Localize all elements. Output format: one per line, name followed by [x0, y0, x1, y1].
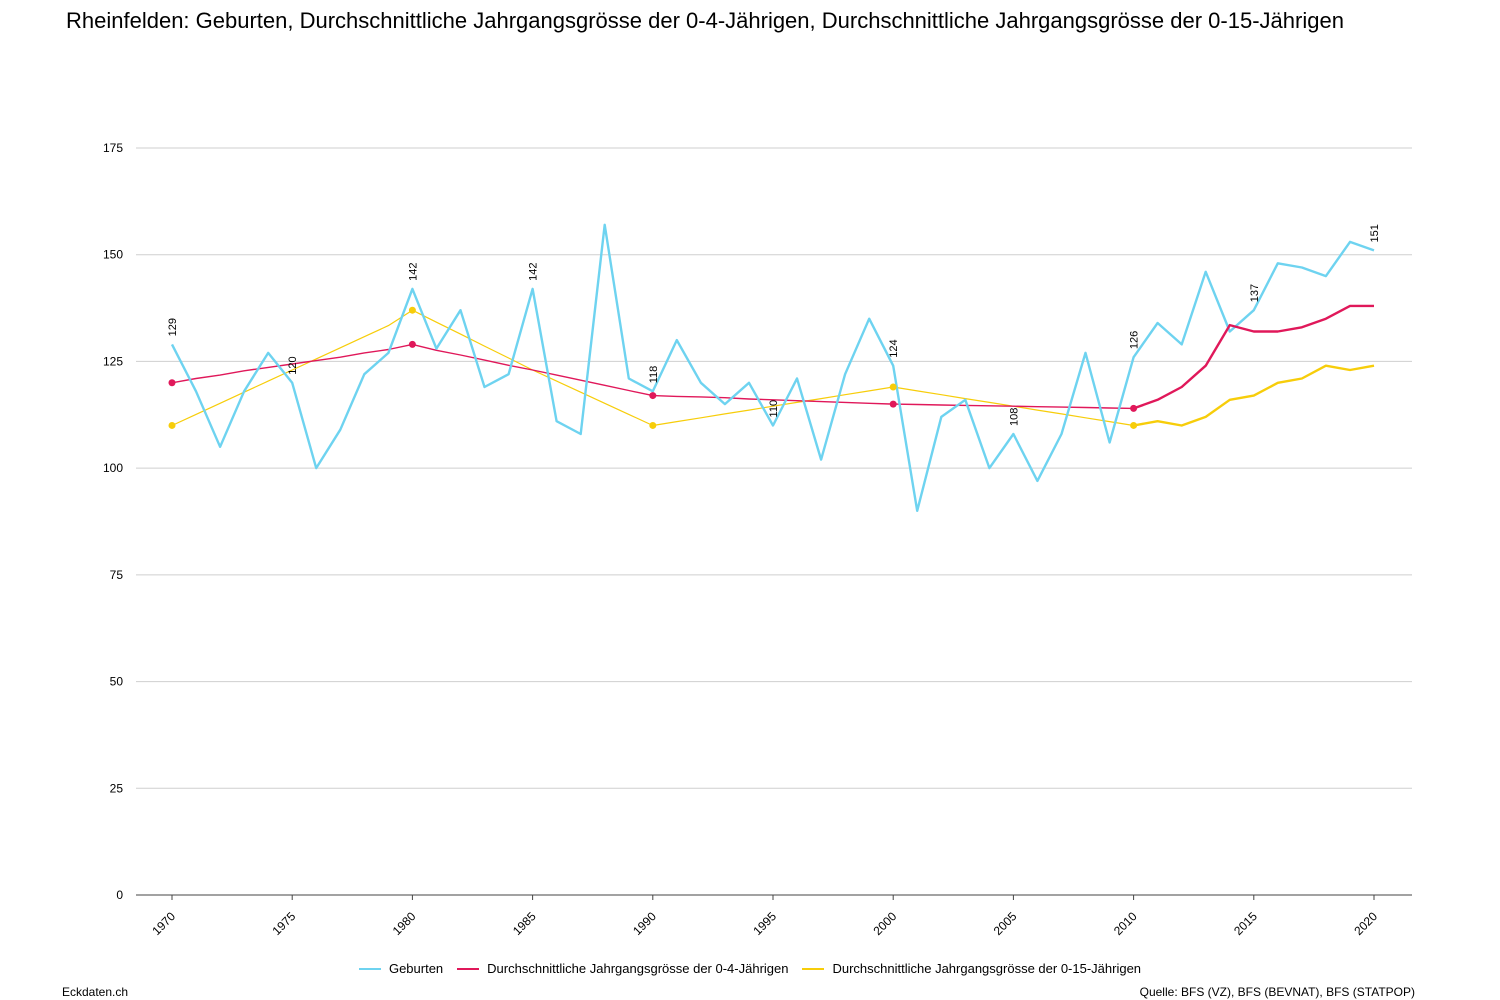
series-2-marker-1970 — [168, 421, 176, 429]
series-1-marker-2000 — [889, 400, 897, 408]
data-label-2015: 137 — [1249, 284, 1261, 302]
x-tick-label-1970: 1970 — [149, 909, 178, 938]
x-tick-label-1990: 1990 — [630, 909, 659, 938]
series-2-marker-2000 — [889, 383, 897, 391]
y-tick-label-25: 25 — [110, 781, 124, 795]
legend-label-avg-0-15: Durchschnittliche Jahrgangsgrösse der 0-… — [832, 961, 1142, 976]
legend-swatch-births — [358, 967, 381, 970]
series-line-0 — [170, 223, 1375, 512]
legend-item-births[interactable]: Geburten — [358, 961, 444, 976]
series-2-marker-2010 — [1130, 421, 1138, 429]
data-label-2010: 126 — [1129, 331, 1141, 349]
source-note: Quelle: BFS (VZ), BFS (BEVNAT), BFS (STA… — [1139, 985, 1415, 999]
site-credit: Eckdaten.ch — [62, 985, 129, 999]
y-tick-label-125: 125 — [103, 354, 123, 368]
data-label-2000: 124 — [888, 339, 900, 357]
data-label-2005: 108 — [1008, 408, 1020, 426]
legend-swatch-avg-0-15 — [802, 967, 825, 970]
series-line-1 — [171, 305, 1374, 410]
x-tick-label-2015: 2015 — [1231, 909, 1260, 938]
data-label-1990: 118 — [648, 366, 660, 384]
y-tick-label-0: 0 — [116, 888, 123, 902]
x-tick-label-2000: 2000 — [871, 909, 900, 938]
series-2-marker-1980 — [408, 306, 416, 314]
series-1-marker-1970 — [168, 379, 176, 387]
x-tick-label-1985: 1985 — [510, 909, 539, 938]
x-tick-label-1980: 1980 — [390, 909, 419, 938]
y-tick-label-75: 75 — [110, 568, 124, 582]
y-tick-label-175: 175 — [103, 141, 123, 155]
legend-item-avg-0-4[interactable]: Durchschnittliche Jahrgangsgrösse der 0-… — [457, 961, 788, 976]
legend-label-births: Geburten — [388, 961, 444, 976]
series-line-recent-2 — [1133, 364, 1375, 427]
data-label-1995: 110 — [768, 400, 780, 418]
series-1-marker-2010 — [1130, 404, 1138, 412]
series-1-marker-1980 — [408, 340, 416, 348]
data-label-2020: 151 — [1369, 224, 1381, 242]
x-tick-label-2010: 2010 — [1111, 909, 1140, 938]
series-1-marker-1990 — [649, 392, 657, 400]
y-tick-label-150: 150 — [103, 248, 123, 262]
data-label-1985: 142 — [528, 263, 540, 281]
x-tick-label-2005: 2005 — [991, 909, 1020, 938]
data-label-1970: 129 — [167, 318, 179, 336]
data-label-1980: 142 — [407, 263, 419, 281]
chart-title: Rheinfelden: Geburten, Durchschnittliche… — [66, 8, 1344, 33]
x-tick-label-2020: 2020 — [1351, 909, 1380, 938]
series-2-marker-1990 — [649, 421, 657, 429]
y-tick-label-50: 50 — [110, 675, 124, 689]
y-tick-label-100: 100 — [103, 461, 123, 475]
series-line-recent-1 — [1133, 304, 1374, 410]
data-label-1975: 120 — [287, 356, 299, 374]
legend-label-avg-0-4: Durchschnittliche Jahrgangsgrösse der 0-… — [487, 961, 789, 976]
x-tick-label-1975: 1975 — [270, 909, 299, 938]
legend-swatch-avg-0-4 — [457, 967, 480, 970]
legend-item-avg-0-15[interactable]: Durchschnittliche Jahrgangsgrösse der 0-… — [802, 961, 1141, 976]
legend: Geburten Durchschnittliche Jahrgangsgrös… — [0, 961, 1500, 976]
x-tick-label-1995: 1995 — [750, 909, 779, 938]
